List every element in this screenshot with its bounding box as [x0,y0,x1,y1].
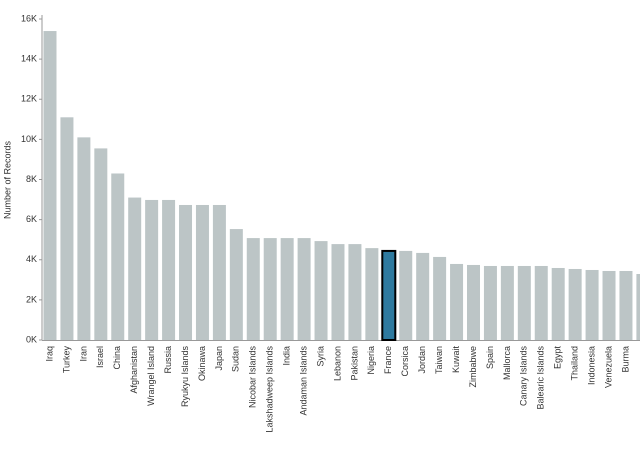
y-tick-label: 10K [21,134,37,144]
x-tick-label: Ryukyu Islands [180,346,190,408]
y-tick-label: 8K [26,174,37,184]
x-tick-label: Burma [620,346,630,373]
x-tick-label: Nicobar Islands [248,346,258,409]
bar [179,204,193,340]
y-axis-title: Number of Records [2,140,12,219]
bar [195,204,209,340]
x-tick-label: Mallorca [502,346,512,380]
bar [128,197,142,340]
bar [212,204,226,340]
bar [551,267,565,340]
bar [602,270,616,340]
x-tick-label: Russia [163,346,173,374]
x-tick-label: Jordan [417,346,427,374]
x-tick-label: Venezuela [603,346,613,388]
x-tick-label: Syria [315,346,325,367]
x-tick-label: Lakshadweep Islands [265,346,275,433]
bar [534,265,548,340]
x-tick-label: Thailand [570,346,580,381]
bar [246,238,260,340]
bar [94,148,108,340]
x-tick-label: Iraq [44,346,54,362]
bar [585,269,599,340]
y-tick-label: 4K [26,254,37,264]
x-tick-label: India [282,346,292,366]
y-tick-label: 6K [26,214,37,224]
bar [365,248,379,340]
bar [77,137,91,340]
bar [60,117,74,341]
x-tick-label: Afghanistan [129,346,139,394]
x-tick-label: Israel [95,346,105,368]
x-tick-label: Balearic Islands [536,346,546,410]
bar [314,241,328,340]
bar [450,263,464,340]
bar [517,265,531,340]
bar [381,249,397,341]
bar [619,270,633,340]
bar [162,199,176,340]
bar [263,238,277,340]
bar [467,264,480,340]
y-tick-label: 16K [21,13,37,23]
bar [500,265,514,340]
x-tick-label: Lebanon [332,346,342,381]
x-tick-label: Egypt [553,346,563,370]
y-tick-label: 0K [26,334,37,344]
bar [483,265,497,340]
x-tick-label: Sudan [231,346,241,372]
x-tick-label: China [112,346,122,370]
bar [111,173,125,340]
x-tick-label: Kuwait [451,346,461,374]
bar [229,229,243,340]
bar [145,199,159,340]
x-tick-label: Corsica [400,346,410,377]
bar [297,238,311,340]
x-tick-label: Iran [78,346,88,362]
bar [399,250,413,340]
x-tick-label: Pakistan [349,346,359,381]
x-tick-label: Wrangel Island [146,346,156,406]
bar [280,238,294,340]
x-tick-label: Andaman Islands [298,346,308,416]
x-tick-label: Okinawa [197,346,207,381]
x-tick-label: Japan [214,346,224,371]
y-tick-label: 14K [21,54,37,64]
bar [416,252,430,340]
x-tick-label: France [383,346,393,374]
y-tick-label: 12K [21,94,37,104]
y-tick-label: 2K [26,294,37,304]
bar [433,256,447,340]
x-tick-label: Nigeria [366,346,376,375]
bar [331,244,345,340]
x-tick-label: Taiwan [434,346,444,374]
x-tick-label: Spain [485,346,495,369]
x-tick-label: Canary Islands [519,346,529,407]
x-tick-label: Zimbabwe [468,346,478,388]
bar [568,268,582,340]
bar [43,31,57,340]
x-tick-label: Indonesia [586,346,596,385]
bar [636,273,640,340]
bar [348,244,362,340]
x-tick-label: Turkey [61,346,71,374]
